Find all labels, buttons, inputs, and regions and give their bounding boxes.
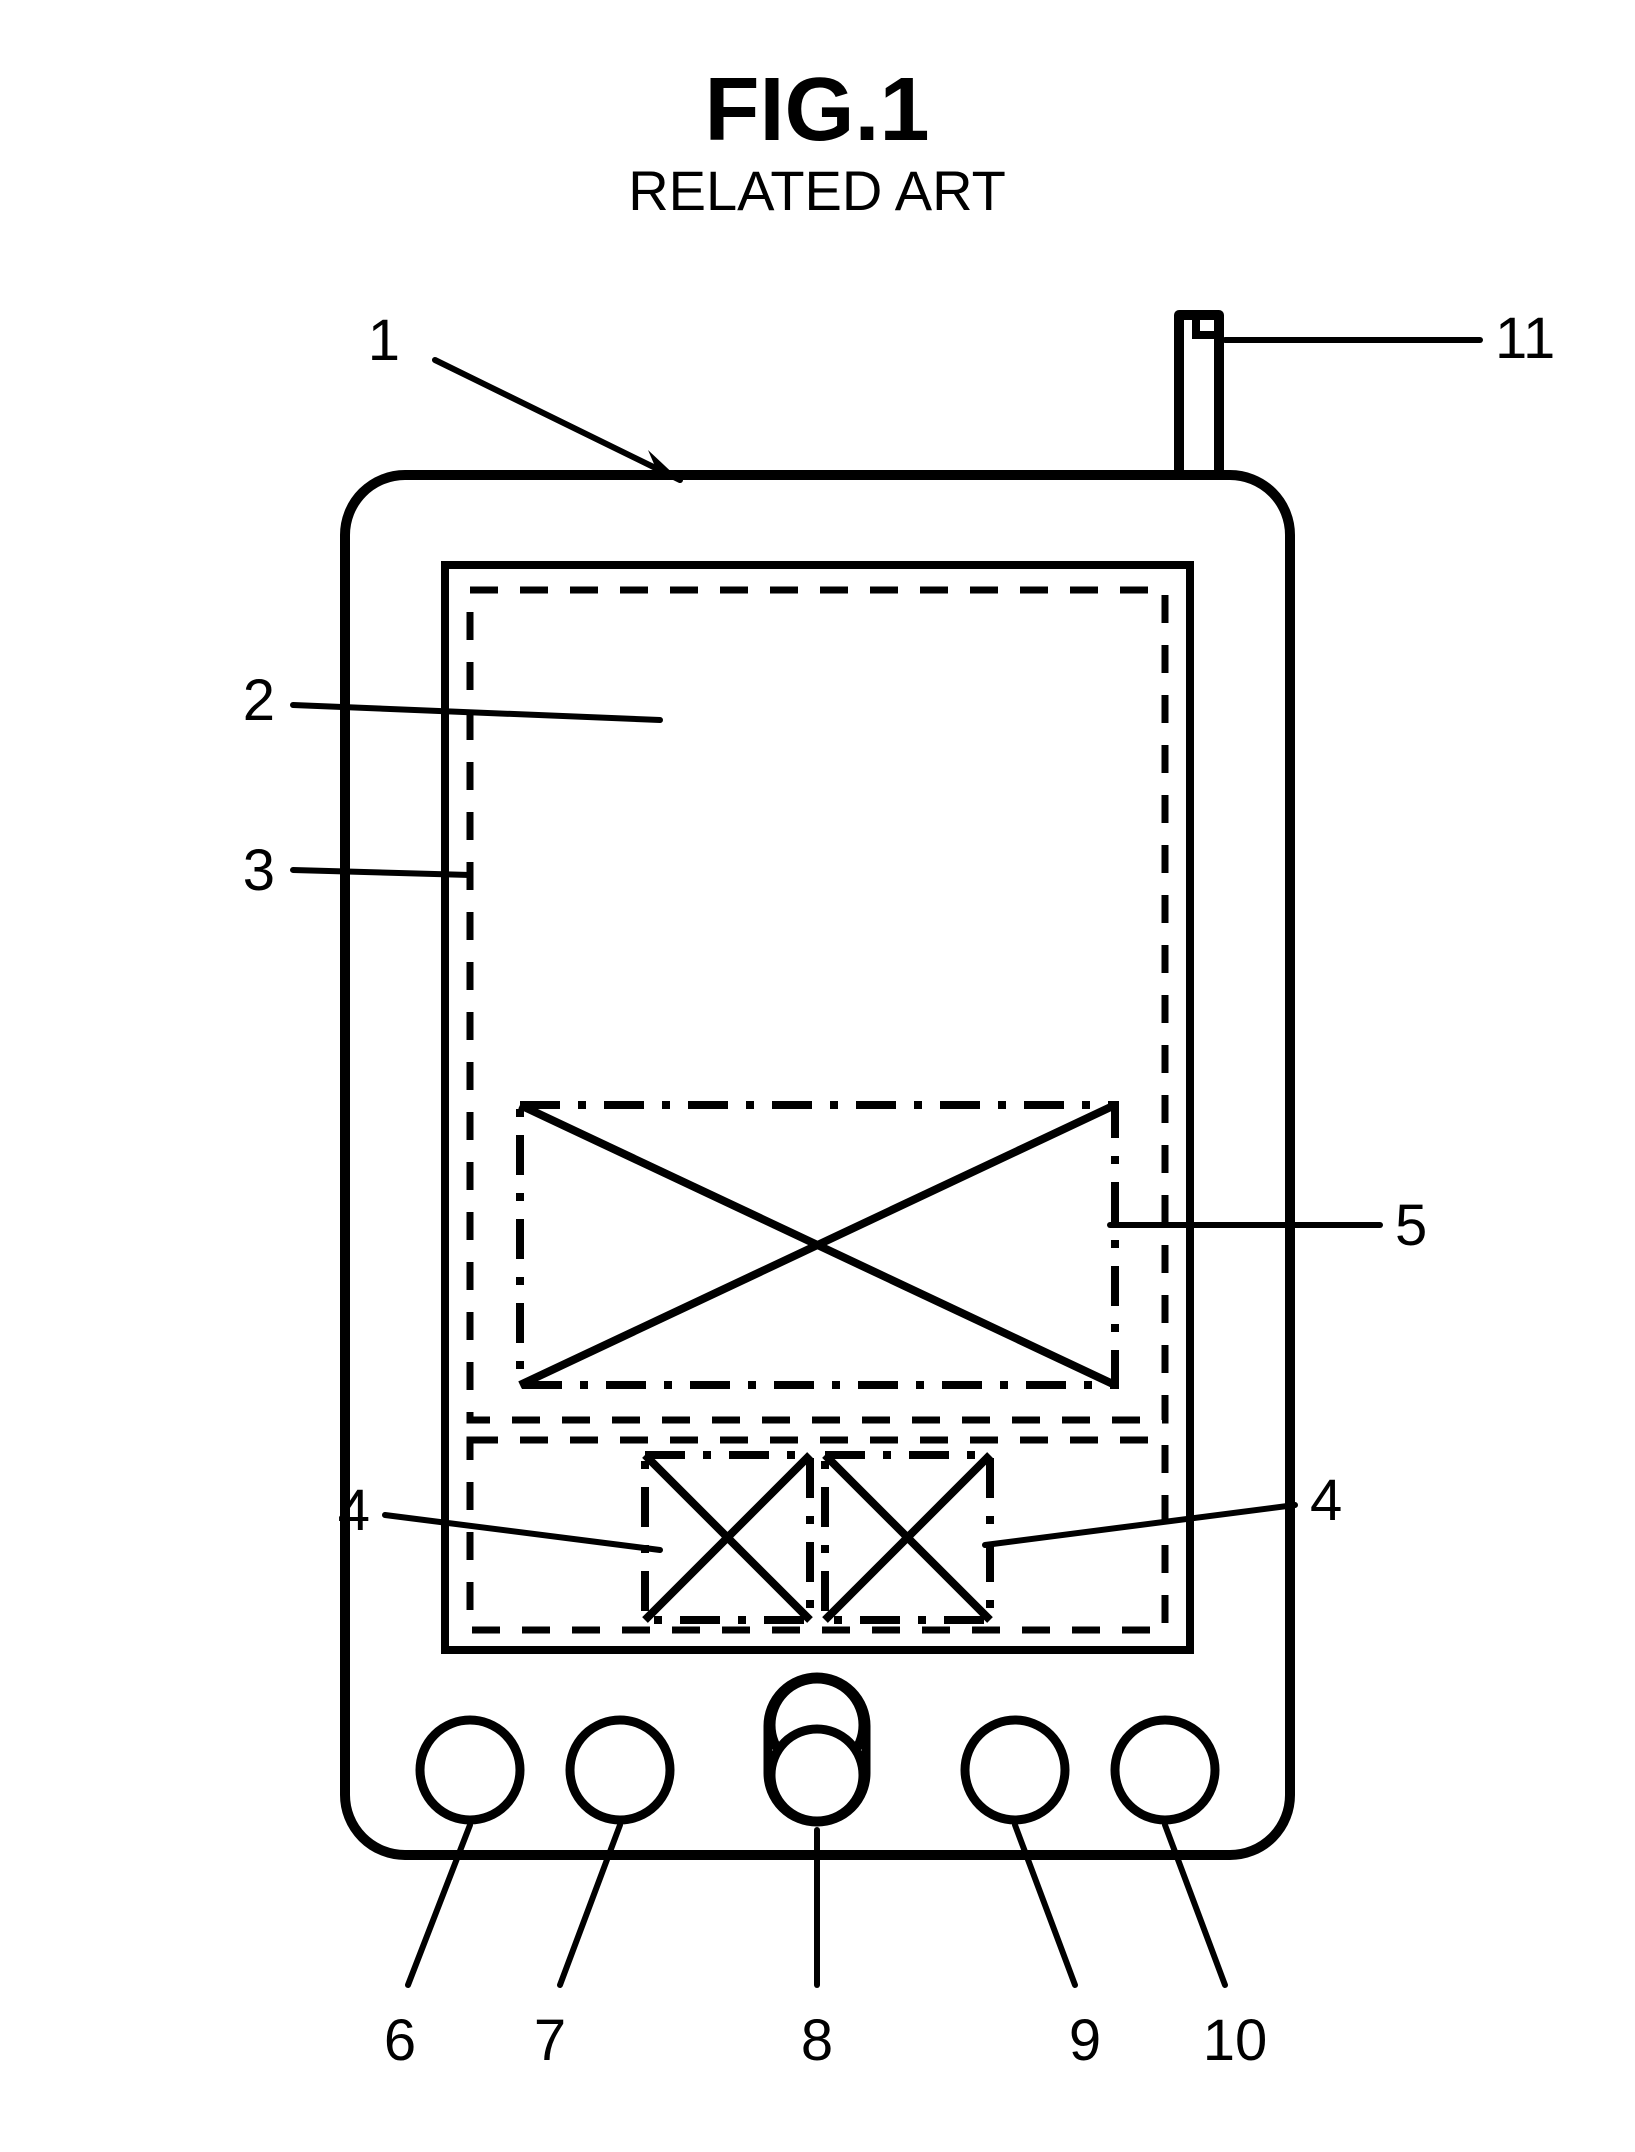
label-2: 2 <box>243 668 275 733</box>
label-10: 10 <box>1203 2008 1268 2073</box>
stylus <box>1179 315 1219 490</box>
button-6 <box>420 1720 520 1820</box>
button-7 <box>570 1720 670 1820</box>
label-4l: 4 <box>338 1478 370 1543</box>
label-11: 11 <box>1495 306 1555 371</box>
label-8: 8 <box>801 2008 833 2073</box>
figure-subtitle: RELATED ART <box>628 159 1006 222</box>
label-4r: 4 <box>1310 1468 1342 1533</box>
label-9: 9 <box>1069 2008 1101 2073</box>
button-9 <box>965 1720 1065 1820</box>
label-5: 5 <box>1395 1193 1427 1258</box>
button-8-rocker <box>768 1677 866 1822</box>
label-1: 1 <box>368 308 400 373</box>
label-6: 6 <box>384 2008 416 2073</box>
figure-title: FIG.1 <box>704 60 929 160</box>
diagram-canvas: FIG.1 RELATED ART <box>0 0 1635 2152</box>
label-3: 3 <box>243 838 275 903</box>
button-10 <box>1115 1720 1215 1820</box>
label-7: 7 <box>534 2008 566 2073</box>
